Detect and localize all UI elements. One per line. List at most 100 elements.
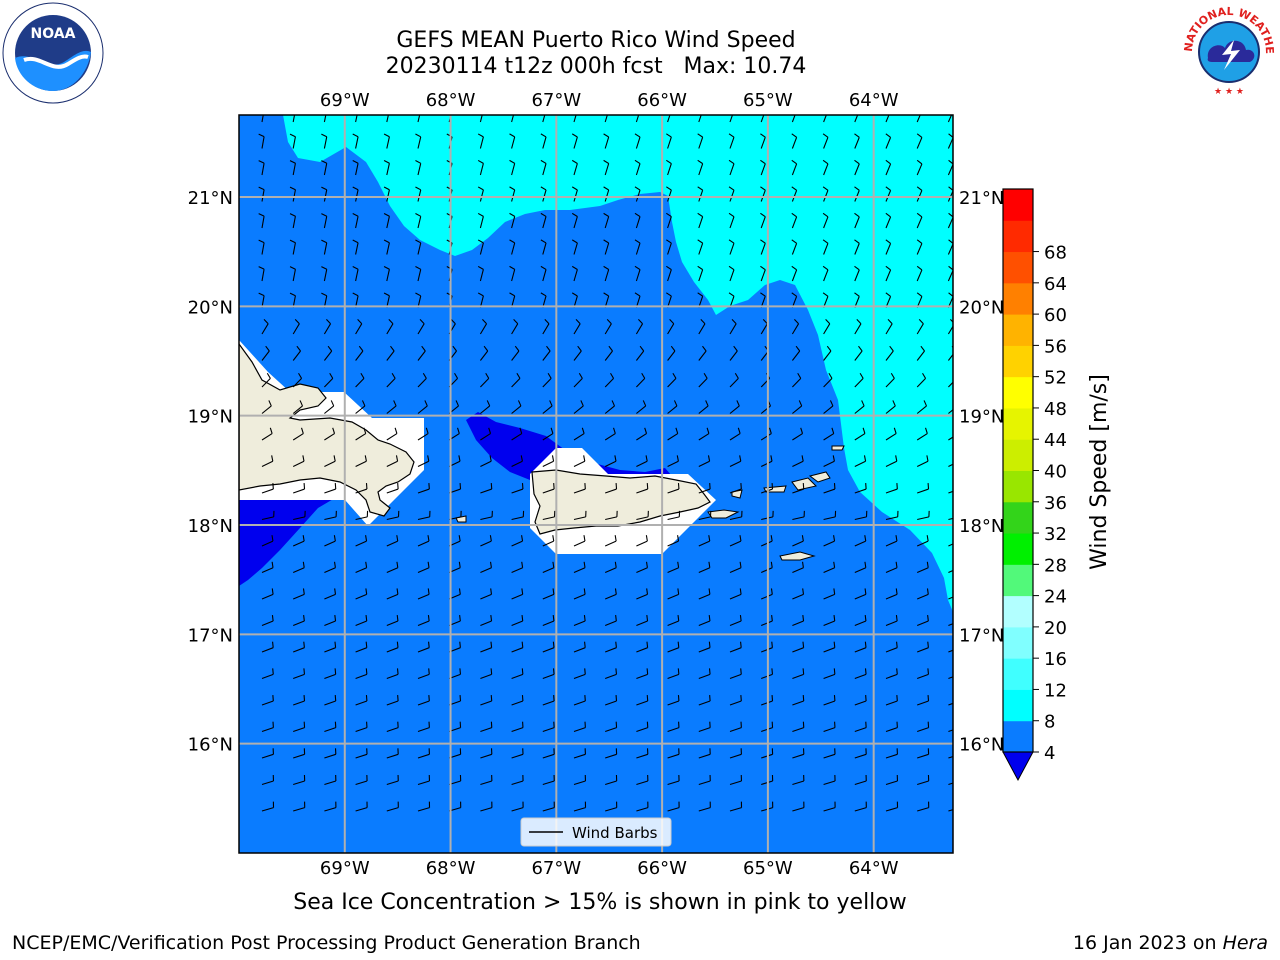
colorbar-segment <box>1003 314 1033 346</box>
wind-barb <box>573 641 586 653</box>
wind-barb <box>761 641 773 653</box>
wind-barb <box>261 483 274 494</box>
wind-barb <box>635 345 645 361</box>
wind-barb <box>823 115 827 123</box>
chart-title: GEFS MEAN Puerto Rico Wind Speed <box>396 28 796 53</box>
wind-barb <box>480 483 493 494</box>
wind-barb <box>634 133 641 149</box>
wind-barb <box>261 748 274 759</box>
wind-barb <box>854 588 867 600</box>
wind-barb <box>417 345 426 361</box>
wind-barb <box>321 239 328 255</box>
wind-barb <box>258 133 265 149</box>
lon-label-top: 67°W <box>531 90 581 111</box>
wind-barb <box>791 319 800 335</box>
wind-barb <box>604 535 617 547</box>
wind-barb <box>791 159 798 176</box>
wind-barb <box>324 400 335 414</box>
wind-barb <box>698 400 709 414</box>
wind-barb <box>698 748 711 759</box>
wind-barb <box>386 483 399 494</box>
lon-label-top: 68°W <box>426 90 476 111</box>
wind-barb <box>324 483 337 494</box>
wind-barb <box>386 510 400 521</box>
colorbar-tick-label: 44 <box>1044 430 1067 451</box>
wind-barb <box>885 345 894 361</box>
wind-barb <box>667 721 680 733</box>
wind-barb <box>885 239 892 255</box>
wind-barb <box>854 372 864 388</box>
wind-barb <box>417 668 430 680</box>
wind-barb <box>509 133 516 149</box>
wind-barb <box>823 483 836 494</box>
wind-barb <box>760 186 766 202</box>
wind-barb <box>823 694 836 706</box>
wind-barb <box>885 694 898 706</box>
wind-barb <box>636 483 649 494</box>
lon-label-top: 64°W <box>849 90 899 111</box>
wind-barb <box>729 455 742 467</box>
wind-barb <box>415 212 422 229</box>
wind-barb <box>417 115 421 123</box>
colorbar-tick-label: 60 <box>1044 305 1067 326</box>
wind-barb <box>540 265 547 282</box>
wind-barb <box>948 436 953 441</box>
wind-barb <box>542 694 555 706</box>
wind-barb <box>823 319 831 335</box>
wind-barb <box>573 372 583 388</box>
lat-label-right: 21°N <box>959 188 1004 209</box>
wind-barb <box>667 345 676 361</box>
wind-barb <box>321 213 328 229</box>
wind-barb <box>792 615 805 627</box>
wind-barb <box>573 115 577 123</box>
wind-barb <box>916 212 923 229</box>
lon-label-bottom: 64°W <box>849 858 899 879</box>
wind-barb <box>823 455 835 467</box>
wind-barb <box>697 186 704 202</box>
wind-barb <box>324 455 336 467</box>
wind-barb <box>386 535 399 547</box>
wind-barb <box>293 721 306 733</box>
wind-barb <box>386 345 395 361</box>
wind-barb <box>605 510 618 521</box>
wind-barb <box>823 668 836 680</box>
wind-barb <box>760 588 773 600</box>
wind-barb <box>636 721 649 733</box>
wind-barb <box>293 641 305 653</box>
wind-barb <box>916 159 923 176</box>
wind-barb <box>729 588 742 600</box>
wind-barb <box>667 561 680 574</box>
wind-barb <box>729 641 742 653</box>
noaa-logo-text: NOAA <box>31 26 76 42</box>
wind-barb <box>729 115 734 123</box>
wind-barb <box>355 372 365 388</box>
wind-barb <box>542 372 552 388</box>
wind-barb <box>292 535 305 547</box>
wind-barb <box>542 535 555 547</box>
sea-ice-note-text: Sea Ice Concentration > 15% is shown in … <box>293 890 907 915</box>
wind-barb <box>511 641 524 653</box>
wind-barb <box>636 427 648 441</box>
wind-barb <box>729 535 742 547</box>
wind-barb <box>636 748 649 759</box>
wind-barb <box>386 319 394 335</box>
wind-barb <box>728 265 735 282</box>
wind-barb <box>916 133 923 149</box>
wind-barb <box>792 694 805 706</box>
wind-barb <box>917 801 930 812</box>
lat-label-left: 17°N <box>188 625 233 646</box>
wind-barb <box>417 641 430 653</box>
wind-barb <box>261 319 269 335</box>
wind-barb <box>636 455 648 467</box>
lon-label-top: 69°W <box>320 90 370 111</box>
wind-barb <box>854 615 867 627</box>
wind-barb <box>885 748 898 759</box>
wind-barb <box>386 561 399 574</box>
wind-barb <box>916 455 929 467</box>
wind-barb <box>480 615 493 627</box>
wind-barb <box>760 561 773 574</box>
wind-barb <box>480 427 492 441</box>
wind-barb <box>729 345 738 361</box>
wind-barb <box>917 748 930 759</box>
